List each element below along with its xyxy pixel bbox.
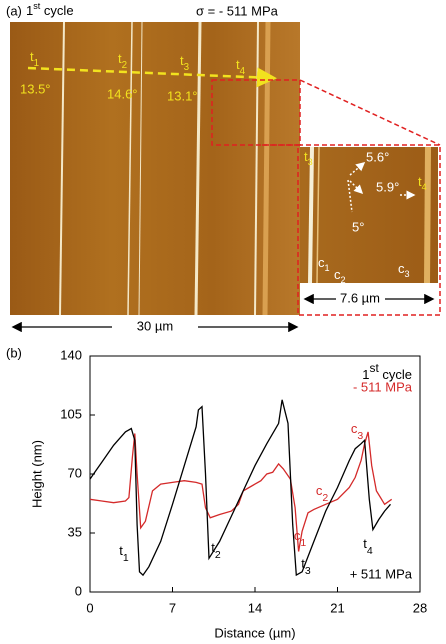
annotation-sub: 2 [322, 492, 328, 504]
panel-title-text: 1 [26, 3, 33, 18]
inset-angle-label: 5° [352, 219, 364, 234]
panel-title: 1st cycle [26, 1, 74, 18]
x-tick-label: 21 [330, 600, 344, 615]
chart-title-sup: st [370, 361, 380, 375]
legend-label: - 511 MPa [353, 379, 413, 394]
chart-title: 1st cycle [362, 361, 412, 382]
twin-label: t1 [30, 49, 39, 69]
inset-scale-label: 7.6 µm [340, 290, 380, 305]
annotation-sub: 3 [305, 565, 311, 577]
twin-label-text: t [236, 57, 240, 72]
chart-title-rest: cycle [379, 367, 412, 382]
annotation-text: t [211, 540, 215, 555]
y-tick-label: 35 [68, 524, 82, 539]
annotation-text: t [301, 556, 305, 571]
c-label-sub: 2 [341, 275, 346, 285]
annotation-sub: 1 [123, 552, 129, 564]
inset-angle-label: 5.9° [376, 179, 399, 194]
inset-angle-label: 5.6° [366, 149, 389, 164]
stress-label: σ = - 511 MPa [196, 3, 279, 18]
x-tick-label: 7 [169, 600, 176, 615]
inset-twin-label-sub: 3 [308, 157, 313, 167]
twin-label-text: t [30, 49, 34, 64]
legend-label: + 511 MPa [350, 566, 413, 581]
series-line [89, 399, 391, 577]
twin-label: t2 [118, 51, 127, 71]
c-label-text: c [398, 261, 405, 276]
annotation-text: c [294, 528, 301, 543]
x-tick-label: 28 [413, 600, 427, 615]
afm-background [10, 22, 300, 315]
annotation: t3 [301, 556, 311, 576]
zoom-box [211, 79, 301, 146]
inset-twin-label-text: t [304, 149, 308, 164]
annotation: c2 [316, 483, 329, 503]
annotation: t2 [211, 540, 221, 560]
annotation: t1 [119, 543, 129, 563]
y-tick-label: 0 [75, 583, 82, 598]
twin-label: t4 [236, 57, 246, 77]
x-tick-label: 0 [86, 600, 93, 615]
scale-label: 30 µm [137, 318, 173, 333]
annotation-sub: 4 [367, 545, 373, 557]
afm-image [10, 21, 441, 333]
annotation-sub: 1 [300, 537, 306, 549]
panel-label: (b) [6, 345, 22, 360]
y-tick-label: 105 [60, 406, 82, 421]
annotation-text: t [363, 536, 367, 551]
angle-label: 14.6° [107, 86, 138, 101]
twin-label-sub: 1 [34, 58, 39, 69]
twin-label: t3 [180, 53, 190, 73]
inset-twin-label: t3 [304, 149, 313, 167]
twin-stripes [59, 21, 271, 316]
inset-twin-label-sub: 4 [422, 182, 427, 192]
y-axis-label: Height (nm) [29, 440, 44, 508]
panel-title-rest: cycle [40, 3, 73, 18]
c-label: c3 [398, 261, 410, 279]
c-label: c1 [318, 255, 330, 273]
annotation-text: c [351, 421, 358, 436]
twin-label-text: t [118, 51, 122, 66]
x-axis-label: Distance (µm) [214, 625, 295, 640]
annotation: t4 [363, 536, 373, 556]
annotation-text: c [316, 483, 323, 498]
angle-label: 13.1° [167, 88, 198, 103]
twin-label-sub: 3 [184, 62, 190, 73]
inset-twin-label-text: t [418, 174, 422, 189]
annotation-sub: 3 [357, 430, 363, 442]
twin-label-sub: 4 [240, 66, 246, 77]
panel-title-sup: st [33, 1, 41, 11]
annotation: c1 [294, 528, 307, 548]
chart-title-text: 1 [362, 367, 369, 382]
twin-label-sub: 2 [122, 60, 127, 71]
annotation: c3 [351, 421, 364, 441]
c-label: c2 [334, 267, 346, 285]
twin-label-text: t [180, 53, 184, 68]
inset-twin-label: t4 [418, 174, 427, 192]
panel-label: (a) [6, 3, 22, 18]
c-label-text: c [334, 267, 341, 282]
series-line [89, 431, 393, 552]
angle-label: 13.5° [20, 81, 51, 96]
annotation-text: t [119, 543, 123, 558]
inset-frame [297, 144, 441, 316]
y-tick-label: 140 [60, 347, 82, 362]
profile-arrow [27, 66, 277, 88]
c-label-sub: 1 [325, 263, 330, 273]
c-label-text: c [318, 255, 325, 270]
x-tick-label: 14 [248, 600, 262, 615]
annotation-sub: 2 [215, 549, 221, 561]
c-label-sub: 3 [405, 269, 410, 279]
y-tick-label: 70 [68, 465, 82, 480]
inset-image [300, 147, 438, 283]
